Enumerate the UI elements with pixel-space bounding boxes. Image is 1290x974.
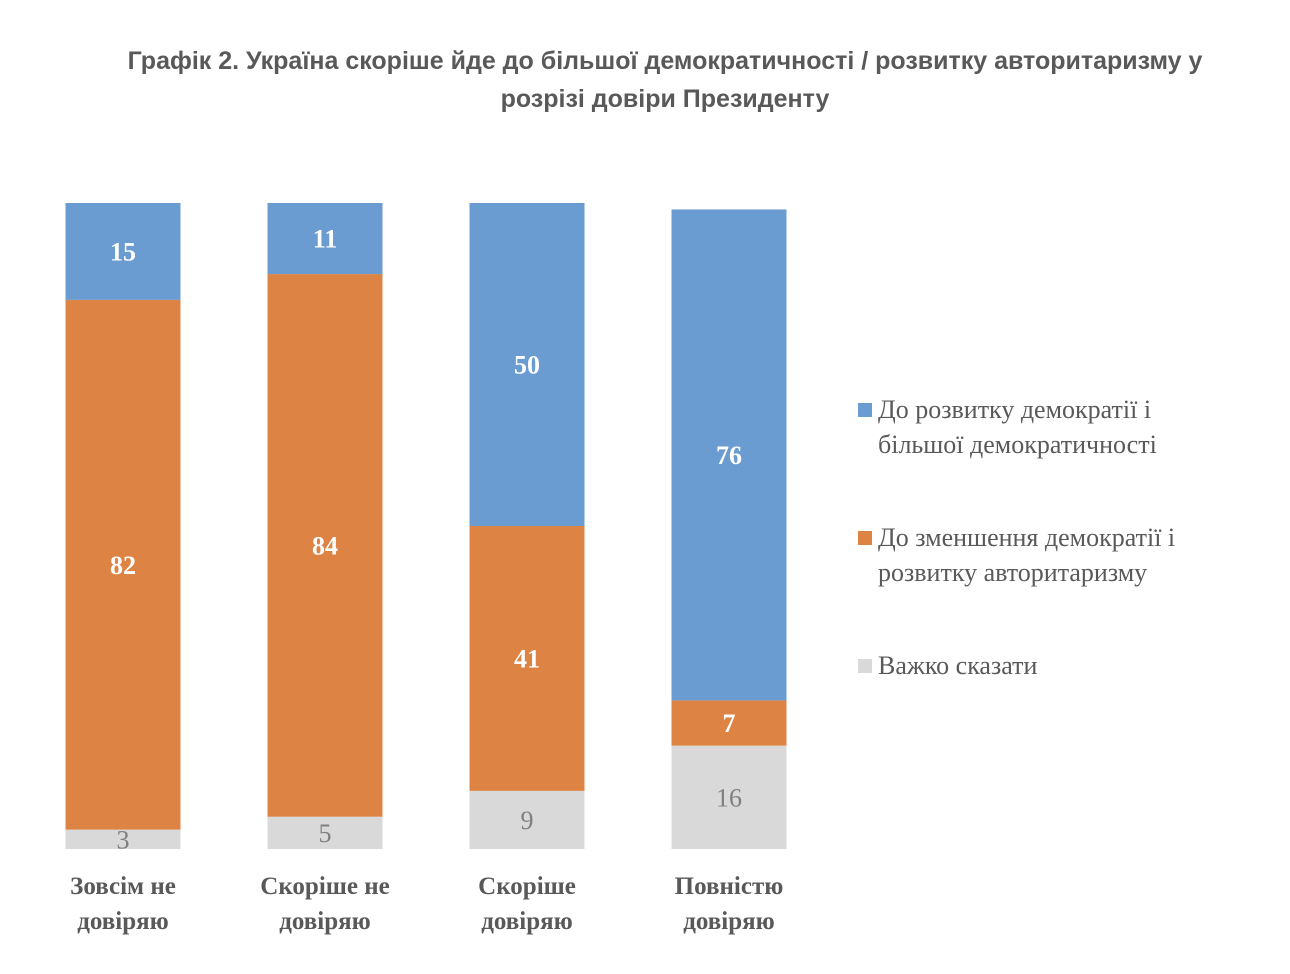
bar-segment-s0-c0 xyxy=(65,203,181,300)
bar-segment-s0-c3 xyxy=(671,209,787,701)
legend-label-2-line-0: Важко сказати xyxy=(878,651,1038,680)
bar-segment-s1-c1 xyxy=(267,274,383,817)
legend-item-2: Важко сказати xyxy=(858,648,1278,683)
bar-segment-s0-c1 xyxy=(267,203,383,275)
chart-title: Графік 2. Україна скоріше йде до більшої… xyxy=(40,42,1290,118)
bar-segment-s1-c0 xyxy=(65,299,181,830)
data-label-s2-c0: 3 xyxy=(117,825,130,854)
stacked-bar-chart: 3 82 15 Зовсім не довіряю 5 84 11 Скоріше не дові… xyxy=(65,203,787,935)
category-label-1-line-1: довіряю xyxy=(279,908,371,935)
bar-segment-s1-c2 xyxy=(469,526,585,791)
legend-swatch-1 xyxy=(858,531,872,545)
data-label-s0-c3: 76 xyxy=(716,441,742,470)
data-label-s0-c0: 15 xyxy=(110,237,136,266)
chart-title-line-2: розрізі довіри Президенту xyxy=(500,85,830,113)
data-label-s2-c1: 5 xyxy=(319,819,332,848)
data-label-s1-c0: 82 xyxy=(110,551,136,580)
bar-segment-s2-c0 xyxy=(65,829,181,849)
category-label-0-line-0: Зовсім не xyxy=(70,873,176,900)
bar-segment-s2-c3 xyxy=(671,745,787,849)
legend-label-1-line-0: До зменшення демократії і xyxy=(878,523,1176,552)
bar-segment-s2-c2 xyxy=(469,790,585,849)
data-label-s0-c2: 50 xyxy=(514,351,540,380)
category-label-2-line-0: Скоріше xyxy=(478,873,576,900)
data-label-s1-c2: 41 xyxy=(514,644,540,673)
data-label-s1-c3: 7 xyxy=(723,709,736,738)
legend-swatch-0 xyxy=(858,403,872,417)
legend-label-0-line-1: більшої демократичності xyxy=(878,430,1157,459)
category-label-3-line-0: Повністю xyxy=(675,873,784,900)
legend-label-1-line-1: розвитку авторитаризму xyxy=(878,558,1148,587)
data-label-s2-c2: 9 xyxy=(521,806,534,835)
category-label-1-line-0: Скоріше не xyxy=(260,873,389,900)
legend-swatch-2 xyxy=(858,659,872,673)
chart-legend: До розвитку демократії і більшої демократ… xyxy=(858,392,1278,683)
category-label-2-line-1: довіряю xyxy=(481,908,573,935)
category-label-3-line-1: довіряю xyxy=(683,908,775,935)
bar-segment-s1-c3 xyxy=(671,700,787,746)
category-label-0-line-1: довіряю xyxy=(77,908,169,935)
bar-segment-s2-c1 xyxy=(267,816,383,849)
legend-label-0-line-0: До розвитку демократії і xyxy=(878,395,1152,424)
legend-item-0: До розвитку демократії і більшої демократ… xyxy=(858,392,1278,462)
data-label-s1-c1: 84 xyxy=(312,531,338,560)
legend-item-1: До зменшення демократії і розвитку автори… xyxy=(858,520,1278,590)
bar-segment-s0-c2 xyxy=(469,203,585,526)
data-label-s0-c1: 11 xyxy=(313,225,338,254)
chart-title-line-1: Графік 2. Україна скоріше йде до більшої… xyxy=(127,47,1203,75)
data-label-s2-c3: 16 xyxy=(716,783,742,812)
